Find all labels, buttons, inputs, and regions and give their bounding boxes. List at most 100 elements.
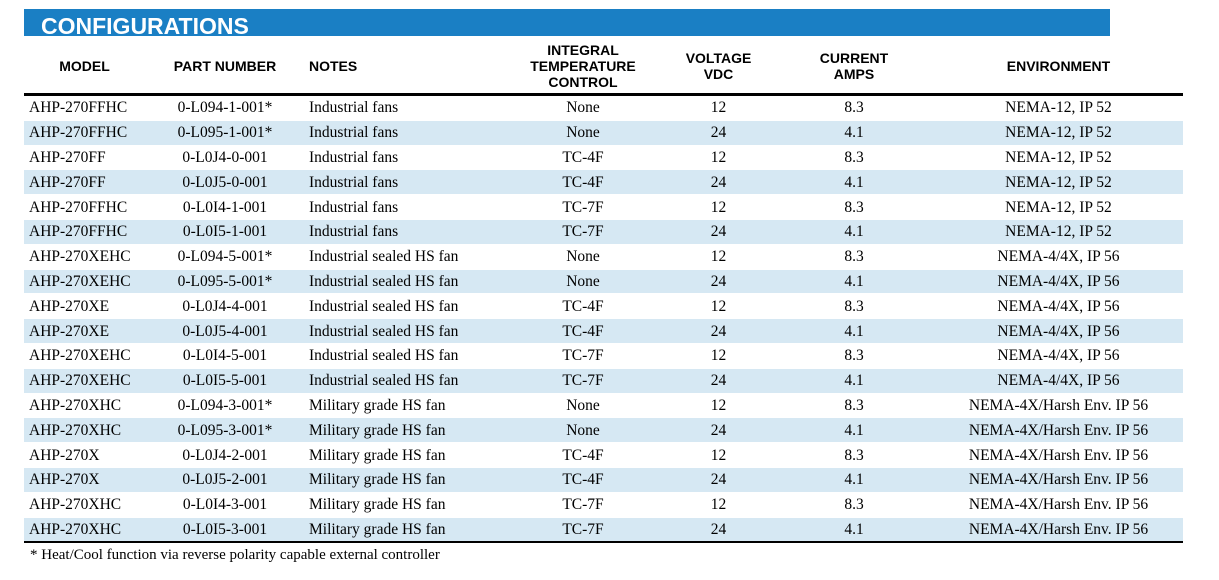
table-row: AHP-270XHC 0-L094-3-001* Military grade HS… bbox=[24, 393, 1183, 419]
cell-model: AHP-270XHC bbox=[24, 492, 145, 518]
cell-voltage: 24 bbox=[663, 417, 774, 444]
cell-part-number: 0-L095-1-001* bbox=[145, 120, 305, 146]
cell-temperature-control: TC-4F bbox=[503, 442, 663, 468]
table-row: AHP-270XHC 0-L095-3-001* Military grade HS… bbox=[24, 417, 1183, 444]
cell-part-number: 0-L0J4-4-001 bbox=[145, 293, 305, 320]
cell-voltage: 12 bbox=[663, 194, 774, 220]
cell-notes: Industrial sealed HS fan bbox=[305, 318, 503, 344]
table-row: AHP-270FF 0-L0J4-0-001 Industrial fans TC-4… bbox=[24, 145, 1183, 171]
table-header: MODEL PART NUMBER NOTES INTEGRAL TEMPERA… bbox=[24, 38, 1183, 95]
table-row: AHP-270X 0-L0J4-2-001 Military grade HS fa… bbox=[24, 442, 1183, 468]
cell-part-number: 0-L094-3-001* bbox=[145, 393, 305, 419]
header-voltage-line-1: VOLTAGE bbox=[685, 49, 752, 66]
cell-temperature-control: None bbox=[503, 393, 663, 419]
cell-voltage: 24 bbox=[663, 368, 774, 394]
cell-environment: NEMA-12, IP 52 bbox=[934, 219, 1183, 245]
cell-model: AHP-270X bbox=[24, 442, 145, 468]
cell-temperature-control: TC-7F bbox=[503, 343, 663, 369]
cell-part-number: 0-L0J4-0-001 bbox=[145, 145, 305, 171]
cell-voltage: 12 bbox=[663, 244, 774, 270]
cell-notes: Industrial sealed HS fan bbox=[305, 343, 503, 369]
cell-notes: Military grade HS fan bbox=[305, 417, 503, 444]
cell-environment: NEMA-4X/Harsh Env. IP 56 bbox=[934, 492, 1183, 518]
cell-notes: Military grade HS fan bbox=[305, 467, 503, 493]
cell-model: AHP-270XEHC bbox=[24, 343, 145, 369]
cell-notes: Industrial sealed HS fan bbox=[305, 293, 503, 320]
cell-current: 8.3 bbox=[774, 492, 934, 518]
header-current-line-1: CURRENT bbox=[819, 49, 889, 66]
table-row: AHP-270XHC 0-L0I4-3-001 Military grade HS … bbox=[24, 492, 1183, 518]
header-current: CURRENT AMPS bbox=[774, 38, 934, 95]
cell-model: AHP-270XE bbox=[24, 318, 145, 344]
header-voltage-line-2: VDC bbox=[703, 65, 734, 82]
header-environment: ENVIRONMENT bbox=[1006, 57, 1111, 74]
table-row: AHP-270FFHC 0-L095-1-001* Industrial fans N… bbox=[24, 120, 1183, 146]
cell-notes: Military grade HS fan bbox=[305, 517, 503, 543]
header-model: MODEL bbox=[59, 57, 110, 74]
table-row: AHP-270XE 0-L0J5-4-001 Industrial sealed H… bbox=[24, 318, 1183, 344]
cell-temperature-control: None bbox=[503, 94, 663, 121]
table-row: AHP-270X 0-L0J5-2-001 Military grade HS fa… bbox=[24, 467, 1183, 493]
cell-part-number: 0-L0J5-2-001 bbox=[145, 467, 305, 493]
cell-environment: NEMA-4X/Harsh Env. IP 56 bbox=[934, 417, 1183, 444]
header-part-number: PART NUMBER bbox=[173, 57, 277, 74]
header-itc-line-3: CONTROL bbox=[548, 73, 618, 90]
cell-current: 4.1 bbox=[774, 517, 934, 543]
cell-notes: Industrial fans bbox=[305, 120, 503, 146]
cell-part-number: 0-L0I5-1-001 bbox=[145, 219, 305, 245]
cell-notes: Industrial fans bbox=[305, 94, 503, 121]
cell-environment: NEMA-4/4X, IP 56 bbox=[934, 343, 1183, 369]
cell-notes: Military grade HS fan bbox=[305, 492, 503, 518]
cell-current: 4.1 bbox=[774, 467, 934, 493]
table-row: AHP-270XHC 0-L0I5-3-001 Military grade HS … bbox=[24, 517, 1183, 543]
cell-current: 4.1 bbox=[774, 120, 934, 146]
cell-temperature-control: TC-7F bbox=[503, 492, 663, 518]
cell-part-number: 0-L0I5-5-001 bbox=[145, 368, 305, 394]
cell-voltage: 12 bbox=[663, 145, 774, 171]
cell-model: AHP-270XEHC bbox=[24, 368, 145, 394]
cell-part-number: 0-L0I4-3-001 bbox=[145, 492, 305, 518]
cell-temperature-control: TC-7F bbox=[503, 194, 663, 220]
configurations-table-container: MODEL PART NUMBER NOTES INTEGRAL TEMPERA… bbox=[24, 38, 1183, 543]
cell-temperature-control: TC-7F bbox=[503, 219, 663, 245]
cell-voltage: 12 bbox=[663, 343, 774, 369]
cell-notes: Industrial fans bbox=[305, 219, 503, 245]
header-voltage: VOLTAGE VDC bbox=[663, 38, 774, 95]
cell-model: AHP-270FFHC bbox=[24, 194, 145, 220]
table-row: AHP-270FFHC 0-L094-1-001* Industrial fans N… bbox=[24, 94, 1183, 121]
cell-part-number: 0-L095-3-001* bbox=[145, 417, 305, 444]
cell-voltage: 12 bbox=[663, 94, 774, 121]
cell-environment: NEMA-12, IP 52 bbox=[934, 94, 1183, 121]
cell-model: AHP-270FF bbox=[24, 145, 145, 171]
configurations-table: MODEL PART NUMBER NOTES INTEGRAL TEMPERA… bbox=[24, 38, 1183, 543]
cell-model: AHP-270XEHC bbox=[24, 244, 145, 270]
cell-current: 8.3 bbox=[774, 194, 934, 220]
cell-notes: Industrial fans bbox=[305, 194, 503, 220]
cell-voltage: 12 bbox=[663, 492, 774, 518]
cell-part-number: 0-L0J5-0-001 bbox=[145, 169, 305, 196]
table-row: AHP-270XEHC 0-L0I4-5-001 Industrial sealed… bbox=[24, 343, 1183, 369]
header-current-line-2: AMPS bbox=[833, 65, 875, 82]
cell-notes: Industrial fans bbox=[305, 145, 503, 171]
footnote: * Heat/Cool function via reverse polarit… bbox=[30, 547, 440, 563]
cell-temperature-control: TC-7F bbox=[503, 517, 663, 543]
cell-part-number: 0-L094-5-001* bbox=[145, 244, 305, 270]
cell-notes: Industrial sealed HS fan bbox=[305, 368, 503, 394]
table-row: AHP-270XEHC 0-L094-5-001* Industrial seale… bbox=[24, 244, 1183, 270]
cell-temperature-control: None bbox=[503, 120, 663, 146]
table-row: AHP-270FFHC 0-L0I5-1-001 Industrial fans TC… bbox=[24, 219, 1183, 245]
cell-temperature-control: TC-4F bbox=[503, 293, 663, 320]
cell-environment: NEMA-12, IP 52 bbox=[934, 120, 1183, 146]
cell-environment: NEMA-4/4X, IP 56 bbox=[934, 269, 1183, 295]
cell-temperature-control: None bbox=[503, 244, 663, 270]
table-row: AHP-270FFHC 0-L0I4-1-001 Industrial fans TC… bbox=[24, 194, 1183, 220]
cell-current: 4.1 bbox=[774, 269, 934, 295]
cell-voltage: 24 bbox=[663, 120, 774, 146]
cell-part-number: 0-L094-1-001* bbox=[145, 94, 305, 121]
cell-temperature-control: TC-4F bbox=[503, 169, 663, 196]
cell-voltage: 12 bbox=[663, 442, 774, 468]
cell-environment: NEMA-4X/Harsh Env. IP 56 bbox=[934, 393, 1183, 419]
cell-current: 4.1 bbox=[774, 169, 934, 196]
cell-model: AHP-270FFHC bbox=[24, 219, 145, 245]
cell-current: 8.3 bbox=[774, 293, 934, 320]
